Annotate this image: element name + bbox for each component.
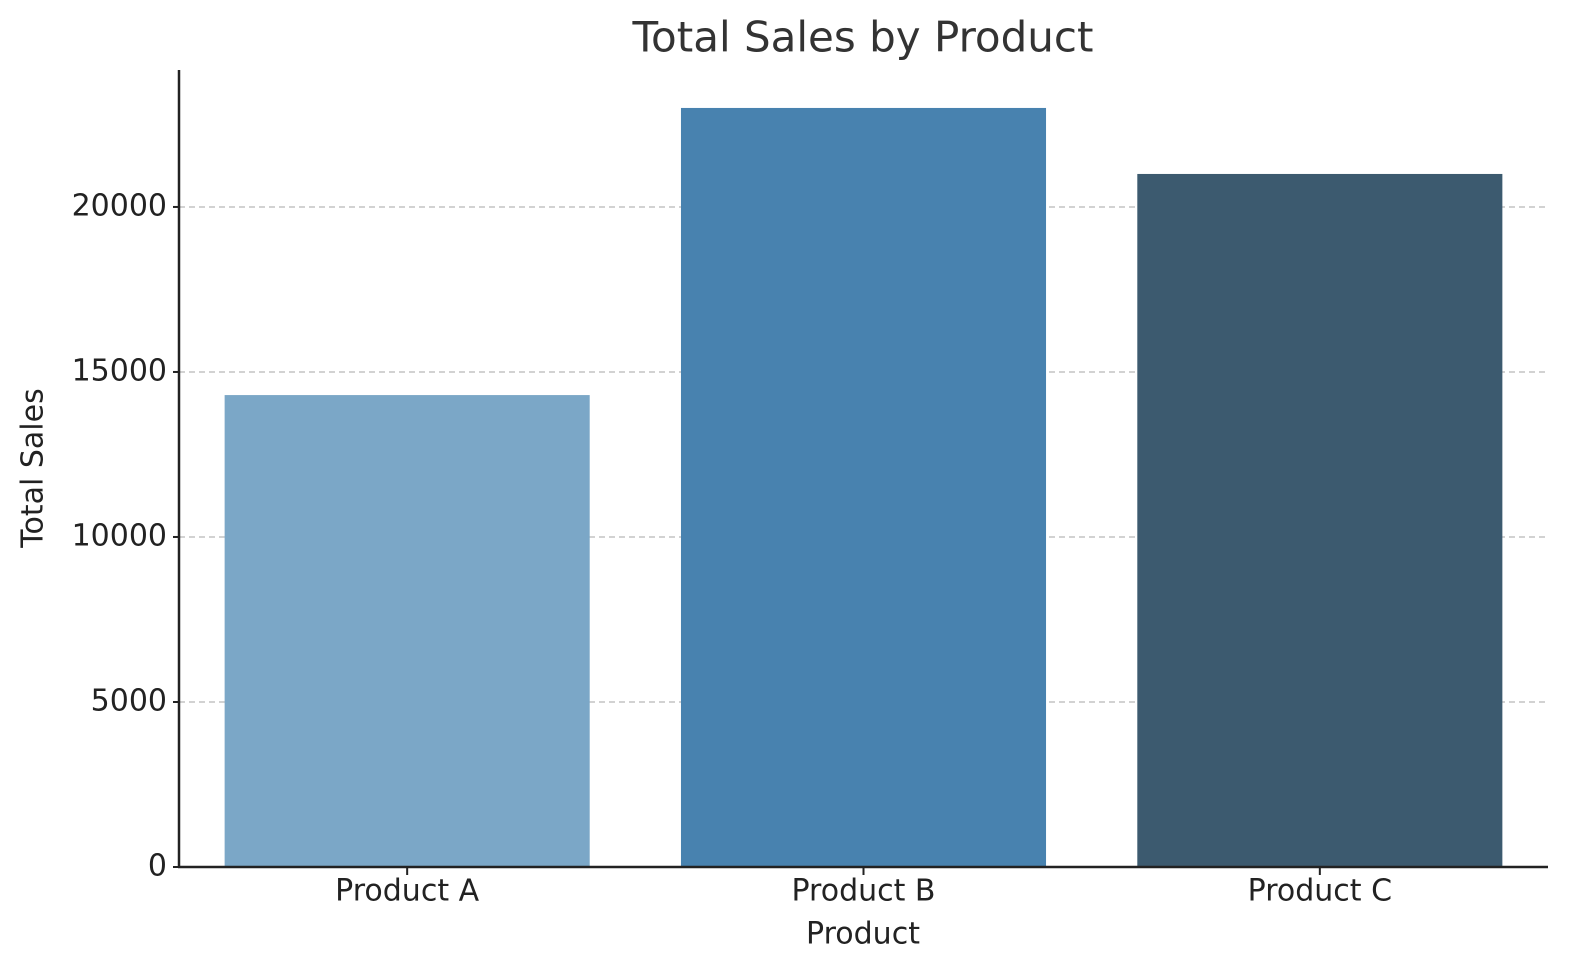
x-axis-label: Product [806,917,920,952]
y-axis-label: Total Sales [16,388,51,548]
y-tick-label: 15000 [72,353,167,388]
y-tick-label: 5000 [91,683,167,718]
y-tick-label: 10000 [72,518,167,553]
bar [224,395,590,867]
x-tick-label: Product C [1248,874,1392,909]
axes: 0 5000 10000 15000 20000 Product A Product B Pr… [72,70,1548,909]
bar [1137,173,1503,867]
bar [680,107,1047,867]
bars [224,107,1503,867]
x-tick-label: Product B [791,874,935,909]
x-tick-label: Product A [335,874,479,909]
chart-title: Total Sales by Product [632,13,1094,62]
y-tick-label: 0 [148,849,167,884]
y-tick-label: 20000 [72,188,167,223]
